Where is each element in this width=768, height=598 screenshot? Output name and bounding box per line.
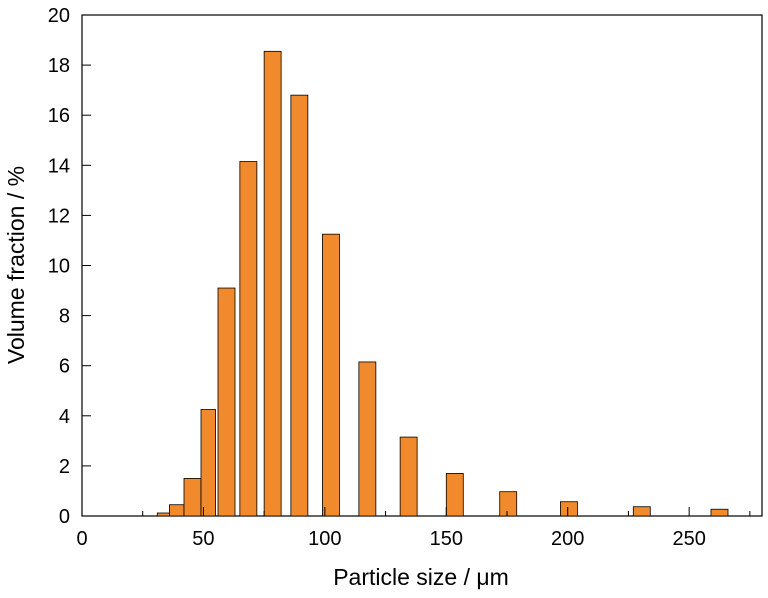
plot-frame [81, 14, 763, 517]
x-tick-label-0: 0 [76, 528, 87, 550]
bar-12 [499, 491, 518, 517]
x-tick-label-5: 250 [672, 528, 705, 550]
y-tick-label-3: 6 [59, 356, 70, 378]
y-tick-label-9: 18 [48, 55, 70, 77]
bar-5 [239, 161, 258, 517]
y-tick-label-1: 2 [59, 456, 70, 478]
bar-14 [632, 506, 651, 517]
y-tick-label-6: 12 [48, 205, 70, 227]
bar-2 [183, 478, 202, 517]
y-tick-label-2: 4 [59, 406, 70, 428]
bar-9 [358, 361, 377, 517]
bars-group [156, 50, 729, 517]
x-tick-label-1: 50 [192, 528, 214, 550]
bar-1 [169, 504, 185, 517]
bar-6 [263, 50, 282, 517]
y-axis-label: Volume fraction / % [3, 166, 29, 364]
y-tick-label-0: 0 [59, 506, 70, 528]
x-tick-label-4: 200 [551, 528, 584, 550]
x-axis-label: Particle size / μm [333, 564, 509, 590]
bar-8 [322, 233, 340, 517]
bar-7 [290, 94, 309, 517]
y-tick-label-7: 14 [48, 155, 70, 177]
x-tick-label-3: 150 [430, 528, 463, 550]
bar-13 [560, 501, 578, 517]
x-axis-ticks: 0 50 100 150 200 250 [76, 507, 751, 550]
y-tick-label-5: 10 [48, 256, 70, 278]
y-axis-ticks: 0 2 4 6 8 10 12 14 16 18 20 [48, 5, 91, 528]
bar-15 [710, 508, 729, 517]
x-tick-label-2: 100 [308, 528, 341, 550]
bar-11 [445, 473, 464, 517]
bar-4 [217, 287, 236, 517]
bar-10 [399, 436, 418, 517]
y-tick-label-10: 20 [48, 5, 70, 27]
y-tick-label-8: 16 [48, 105, 70, 127]
y-tick-label-4: 8 [59, 306, 70, 328]
bar-0 [156, 512, 170, 517]
bar-3 [200, 409, 216, 517]
